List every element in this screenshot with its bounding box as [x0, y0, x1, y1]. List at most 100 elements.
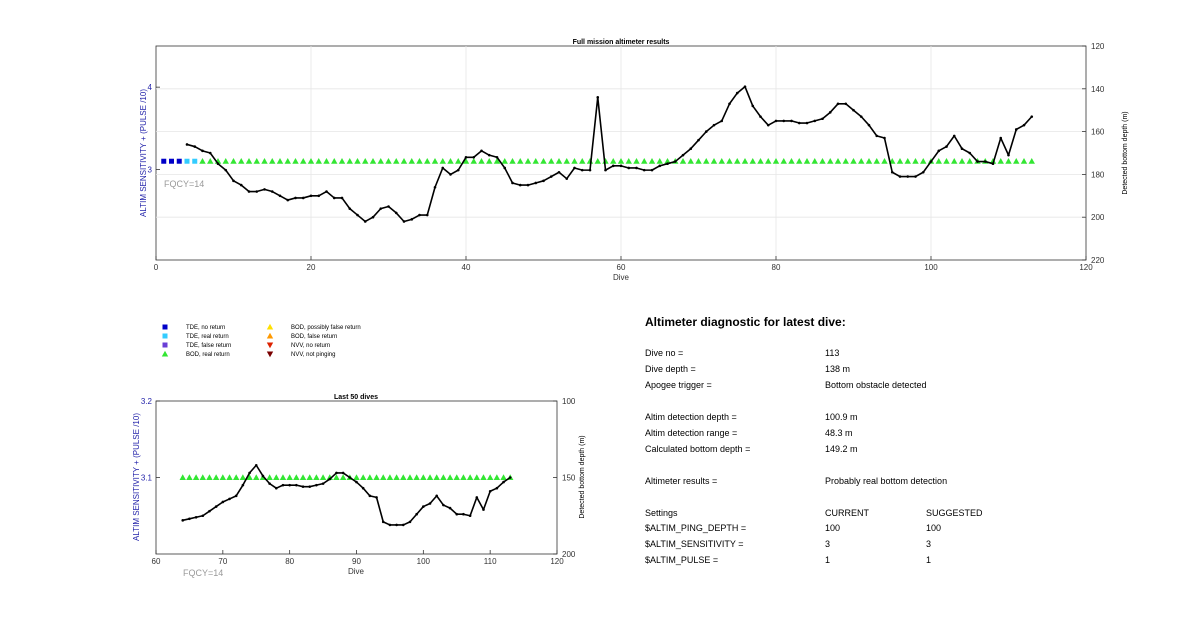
bottom-depth-point	[766, 123, 770, 127]
bod-real-return-marker	[238, 158, 245, 164]
bod-real-return-marker	[943, 158, 950, 164]
bottom-depth-point	[201, 514, 205, 518]
bottom-depth-point	[681, 153, 685, 157]
bottom-depth-point	[468, 514, 472, 518]
plot2-y-ticks-left: 3.1 3.2	[141, 397, 160, 483]
settings-label: Settings	[645, 508, 678, 518]
bod-real-return-marker	[226, 474, 233, 481]
bottom-depth-point	[375, 496, 378, 499]
bod-real-return-marker	[380, 474, 387, 481]
bottom-depth-point	[340, 196, 344, 200]
bottom-depth-point	[301, 196, 305, 200]
legend-swatch-tde-real-return	[162, 333, 168, 339]
x-tick-label: 70	[218, 557, 227, 566]
bod-real-return-marker	[509, 158, 516, 164]
calculated-bottom-label: Calculated bottom depth =	[645, 444, 751, 454]
bottom-depth-point	[335, 471, 338, 475]
bod-real-return-marker	[1013, 158, 1020, 164]
x-tick-label: 100	[417, 557, 431, 566]
y-left-tick-label: 3.2	[141, 397, 153, 406]
bottom-depth-point	[619, 164, 623, 168]
bod-real-return-marker	[842, 158, 849, 164]
bottom-depth-point	[286, 198, 290, 202]
bottom-depth-point	[415, 512, 418, 516]
bod-real-return-marker	[353, 474, 360, 481]
bod-real-return-marker	[765, 158, 772, 164]
bottom-depth-point	[418, 213, 421, 217]
plot2-markers	[179, 474, 514, 481]
altimeter-results-value: Probably real bottom detection	[825, 476, 948, 486]
y-right-tick-label: 200	[562, 550, 576, 559]
bottom-depth-point	[596, 96, 600, 99]
bottom-depth-point	[627, 166, 631, 170]
x-tick-label: 90	[352, 557, 361, 566]
bottom-depth-point	[355, 480, 358, 484]
bottom-depth-point	[464, 155, 468, 159]
bottom-depth-point	[1014, 128, 1018, 131]
bod-real-return-marker	[400, 474, 407, 481]
bod-real-return-marker	[273, 474, 280, 481]
bottom-depth-point	[844, 102, 848, 106]
plot2-bottom-depth-series	[181, 463, 512, 527]
bod-real-return-marker	[881, 158, 888, 164]
x-tick-label: 100	[924, 263, 938, 272]
bod-real-return-marker	[424, 158, 431, 164]
bod-real-return-marker	[286, 474, 293, 481]
bottom-depth-point	[611, 164, 615, 168]
bod-real-return-marker	[299, 474, 307, 481]
bod-real-return-marker	[625, 158, 632, 164]
bottom-depth-point	[449, 173, 452, 176]
bod-real-return-marker	[377, 158, 384, 164]
bod-real-return-marker	[319, 474, 327, 481]
bod-real-return-marker	[555, 158, 563, 164]
bottom-depth-point	[991, 162, 995, 165]
bottom-depth-point	[867, 123, 871, 127]
bod-real-return-marker	[834, 158, 842, 164]
bottom-depth-point	[341, 471, 345, 475]
bottom-depth-point	[356, 213, 359, 217]
bottom-depth-point	[193, 145, 197, 148]
bottom-depth-point	[448, 506, 452, 510]
bottom-depth-point	[239, 183, 243, 187]
legend-label-tde-no-return: TDE, no return	[186, 325, 225, 331]
bod-real-return-marker	[413, 474, 420, 481]
tde-no-return-marker	[169, 158, 174, 164]
bod-real-return-marker	[703, 158, 710, 164]
bod-real-return-marker	[338, 158, 346, 164]
legend-label-bod-false-return: BOD, false return	[291, 334, 337, 340]
plot2-y-label-left: ALTIM SENSITIVITY + (PULSE /10)	[132, 413, 141, 541]
bod-real-return-marker	[478, 158, 485, 164]
bottom-depth-point	[518, 183, 522, 187]
bottom-depth-point	[472, 155, 476, 159]
bottom-depth-point	[1030, 115, 1034, 118]
bottom-depth-point	[295, 483, 298, 487]
bod-real-return-marker	[447, 158, 454, 164]
bod-real-return-marker	[989, 158, 997, 164]
bod-real-return-marker	[245, 158, 253, 164]
bottom-depth-point	[361, 486, 365, 490]
bod-real-return-marker	[493, 158, 501, 164]
x-tick-label: 20	[307, 263, 316, 272]
bottom-depth-point	[456, 168, 460, 172]
y-right-tick-label: 180	[1091, 170, 1105, 179]
legend-label-tde-false-return: TDE, false return	[186, 343, 231, 349]
bod-real-return-marker	[192, 474, 200, 481]
bottom-depth-point	[1022, 123, 1026, 127]
bod-real-return-marker	[935, 158, 942, 164]
bod-real-return-marker	[548, 158, 555, 164]
bod-real-return-marker	[473, 474, 480, 481]
plot1-x-ticks: 0 20 40 60 80 100 120	[154, 256, 1093, 272]
bod-real-return-marker	[393, 474, 400, 481]
bottom-depth-point	[263, 188, 266, 191]
bottom-depth-point	[836, 102, 840, 106]
bottom-depth-point	[395, 523, 398, 527]
bottom-depth-point	[254, 463, 258, 467]
bod-real-return-marker	[780, 158, 787, 164]
bod-real-return-marker	[307, 158, 315, 164]
legend-label-nvv-not-pinging: NVV, not pinging	[291, 352, 335, 358]
bottom-depth-point	[368, 494, 372, 498]
bottom-depth-point	[228, 497, 231, 501]
sensitivity-suggested: 3	[926, 539, 932, 549]
plot2-title: Last 50 dives	[334, 394, 378, 401]
sensitivity-current: 3	[825, 539, 831, 549]
